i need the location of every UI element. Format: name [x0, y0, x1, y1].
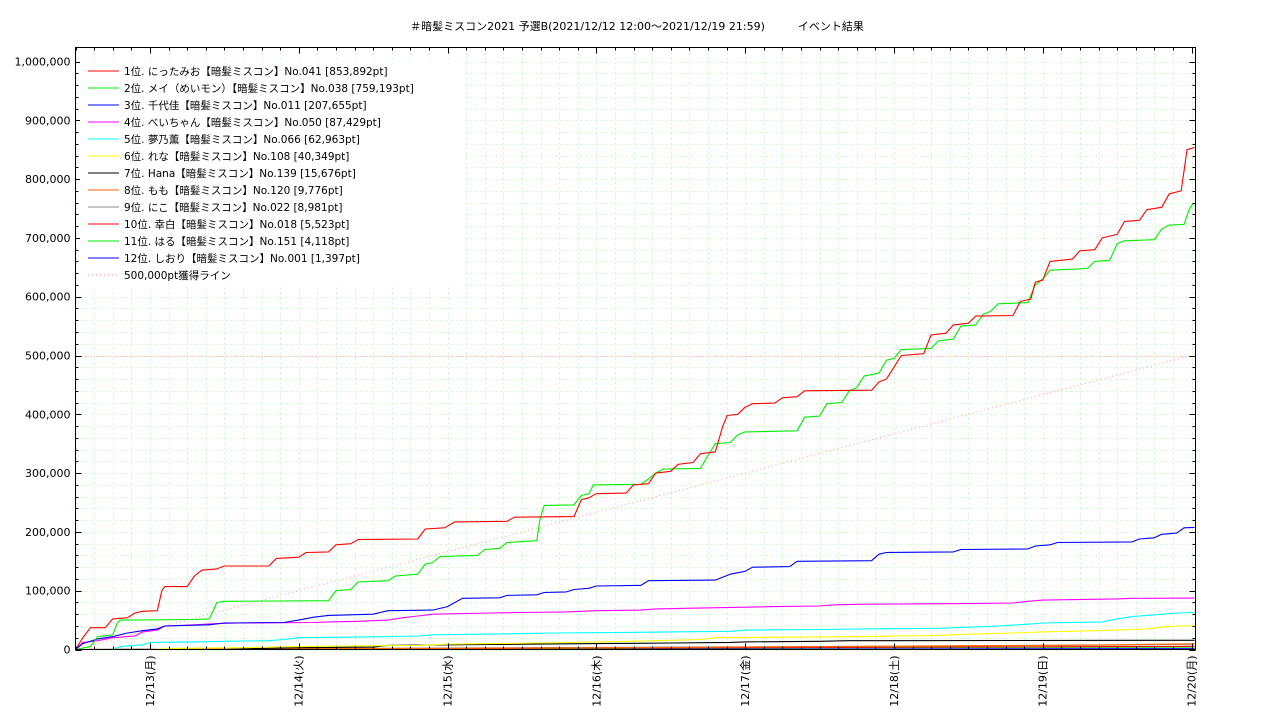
- axis-ticks: 0 100,000 200,000 300,000 400,000 500,000 600,…: [15, 47, 1199, 707]
- legend-label: 6位. れな【暗髪ミスコン】No.108 [40,349pt]: [124, 150, 349, 163]
- series-line-13: [75, 355, 1192, 650]
- y-tick-label: 800,000: [25, 173, 71, 186]
- legend-label: 9位. にこ【暗髪ミスコン】No.022 [8,981pt]: [124, 201, 343, 214]
- legend-label: 1位. にったみお【暗髪ミスコン】No.041 [853,892pt]: [124, 65, 388, 78]
- y-tick-label: 400,000: [25, 408, 71, 421]
- y-tick-label: 900,000: [25, 114, 71, 127]
- y-tick-label: 300,000: [25, 467, 71, 480]
- x-tick-label: 12/19(日): [1037, 656, 1050, 707]
- legend-label: 10位. 幸白【暗髪ミスコン】No.018 [5,523pt]: [124, 218, 349, 231]
- legend-background: [80, 60, 465, 287]
- x-tick-label: 12/18(土): [888, 656, 901, 707]
- series-line-2: [75, 202, 1195, 651]
- legend-label: 2位. メイ（めいモン）【暗髪ミスコン】No.038 [759,193pt]: [124, 82, 414, 95]
- x-tick-label: 12/20(月): [1186, 656, 1199, 707]
- series-line-6: [75, 625, 1195, 651]
- y-tick-label: 600,000: [25, 291, 71, 304]
- y-tick-label: 700,000: [25, 232, 71, 245]
- series-line-3: [75, 526, 1195, 650]
- x-tick-label: 12/17(金): [738, 656, 752, 707]
- legend-label: 12位. しおり【暗髪ミスコン】No.001 [1,397pt]: [124, 252, 360, 265]
- legend-label: 5位. 夢乃薫【暗髪ミスコン】No.066 [62,963pt]: [124, 133, 360, 146]
- legend: 1位. にったみお【暗髪ミスコン】No.041 [853,892pt] 2位. …: [80, 60, 465, 287]
- legend-label: 11位. はる【暗髪ミスコン】No.151 [4,118pt]: [124, 235, 349, 248]
- y-tick-label: 500,000: [25, 350, 71, 363]
- series-line-1: [75, 146, 1195, 650]
- series-line-5: [75, 611, 1195, 651]
- x-tick-label: 12/15(水): [442, 656, 455, 707]
- x-tick-label: 12/13(月): [144, 656, 157, 707]
- y-tick-label: 1,000,000: [15, 56, 71, 69]
- plot-frame: [75, 47, 1196, 650]
- x-tick-label: 12/14(火): [293, 656, 306, 707]
- legend-label: 4位. べいちゃん【暗髪ミスコン】No.050 [87,429pt]: [124, 116, 381, 129]
- series-line-7: [75, 639, 1195, 651]
- legend-label: 500,000pt獲得ライン: [124, 269, 231, 282]
- legend-label: 8位. もも【暗髪ミスコン】No.120 [9,776pt]: [124, 184, 343, 197]
- y-tick-label: 200,000: [25, 526, 71, 539]
- chart-title: ＃暗髪ミスコン2021 予選B(2021/12/12 12:00～2021/12…: [410, 20, 864, 33]
- series-line-4: [75, 597, 1195, 650]
- y-tick-label: 100,000: [25, 585, 71, 598]
- x-tick-label: 12/16(木): [590, 656, 603, 707]
- legend-label: 7位. Hana【暗髪ミスコン】No.139 [15,676pt]: [124, 167, 356, 180]
- legend-label: 3位. 千代佳【暗髪ミスコン】No.011 [207,655pt]: [124, 99, 367, 112]
- y-tick-label: 0: [64, 644, 71, 657]
